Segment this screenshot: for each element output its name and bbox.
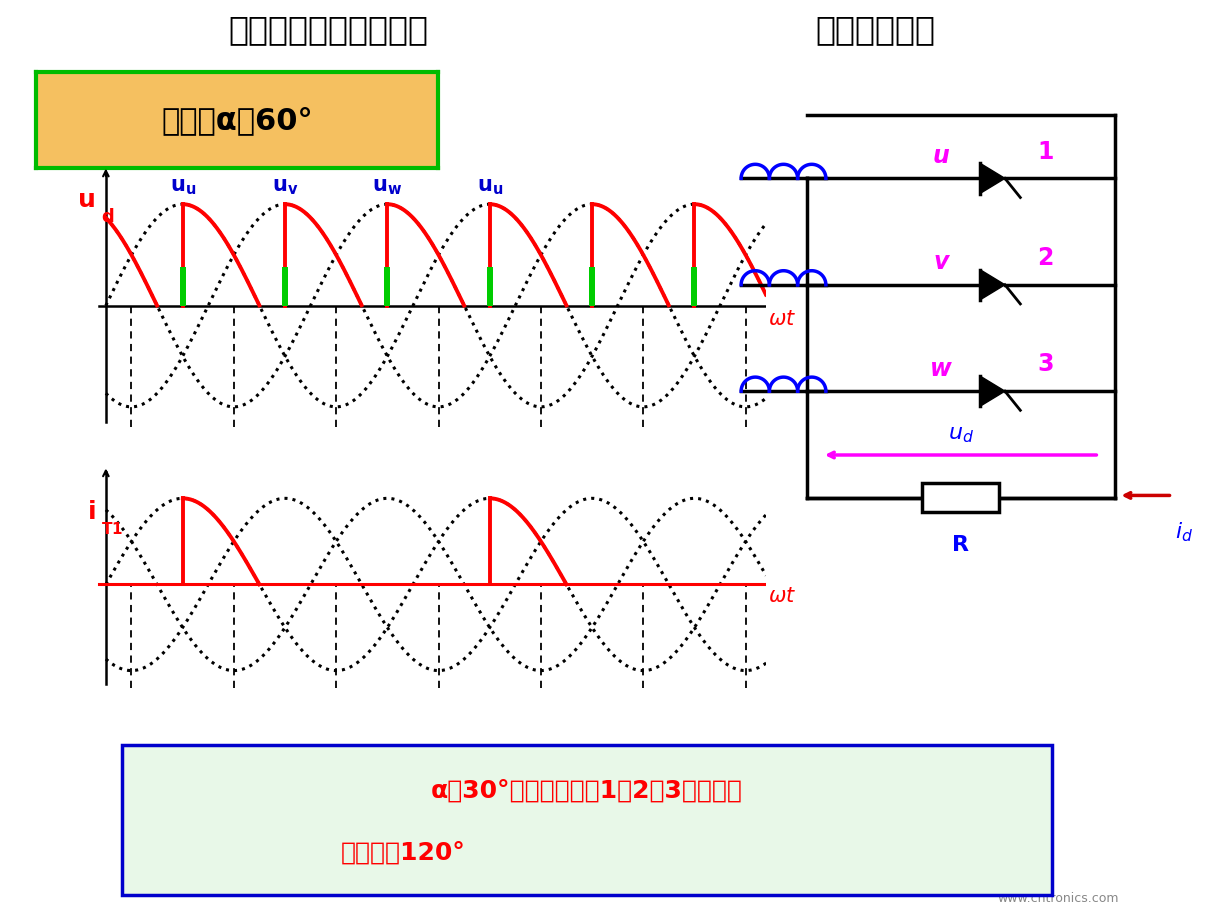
- Text: 3: 3: [1037, 353, 1053, 376]
- Polygon shape: [980, 376, 1004, 407]
- Text: $\mathbf{u_u}$: $\mathbf{u_u}$: [169, 177, 196, 197]
- Text: $i_d$: $i_d$: [1175, 520, 1193, 544]
- Text: u: u: [933, 144, 950, 168]
- Text: R: R: [952, 535, 969, 555]
- Bar: [692, 268, 697, 306]
- Text: $\omega t$: $\omega t$: [767, 308, 796, 328]
- Polygon shape: [980, 164, 1004, 194]
- Bar: [486, 268, 492, 306]
- Text: $\mathbf{u_u}$: $\mathbf{u_u}$: [477, 177, 502, 197]
- Bar: [589, 268, 595, 306]
- Text: $\mathbf{u_v}$: $\mathbf{u_v}$: [272, 177, 298, 197]
- Text: $\mathbf{u_w}$: $\mathbf{u_w}$: [372, 177, 402, 197]
- Text: 控制角α＝60°: 控制角α＝60°: [162, 107, 313, 135]
- Text: w: w: [930, 356, 952, 380]
- Bar: [922, 483, 1000, 513]
- Text: www.cntronics.com: www.cntronics.com: [997, 891, 1119, 904]
- Text: $\mathbf{u}$: $\mathbf{u}$: [78, 188, 95, 212]
- Text: $u_d$: $u_d$: [947, 425, 974, 445]
- Text: 三相半波可控整流电路: 三相半波可控整流电路: [229, 13, 428, 46]
- Bar: [282, 268, 288, 306]
- Text: 1: 1: [1037, 139, 1053, 163]
- Bar: [384, 268, 390, 306]
- Text: α＞30°时电流断续，1、2、3晶闸管导: α＞30°时电流断续，1、2、3晶闸管导: [430, 777, 743, 802]
- Text: $\mathbf{T1}$: $\mathbf{T1}$: [101, 521, 123, 537]
- Text: 2: 2: [1037, 246, 1053, 270]
- Bar: [180, 268, 186, 306]
- Text: 纯电阻性负载: 纯电阻性负载: [816, 13, 935, 46]
- Text: 通角小于120°: 通角小于120°: [340, 839, 466, 864]
- Bar: [692, 268, 697, 306]
- Text: $\omega t$: $\omega t$: [767, 585, 796, 605]
- Text: $\mathbf{d}$: $\mathbf{d}$: [101, 208, 114, 226]
- Text: $\mathbf{i}$: $\mathbf{i}$: [86, 500, 95, 524]
- Polygon shape: [980, 271, 1004, 301]
- Bar: [384, 268, 390, 306]
- Text: v: v: [934, 251, 948, 274]
